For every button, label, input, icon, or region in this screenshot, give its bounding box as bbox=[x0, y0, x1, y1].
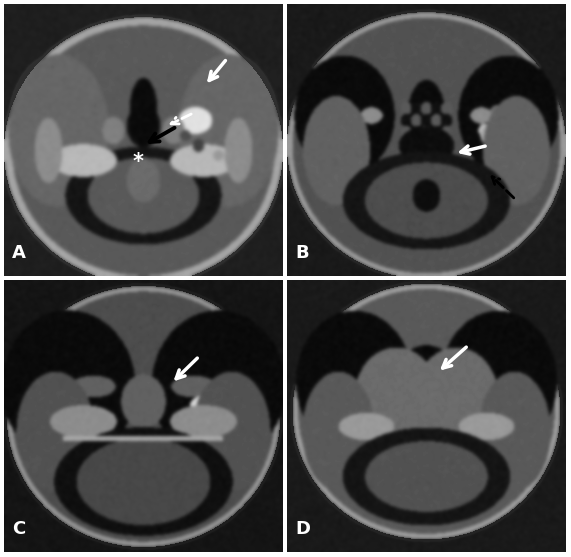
Text: D: D bbox=[295, 520, 311, 539]
Text: A: A bbox=[13, 245, 26, 262]
Text: *: * bbox=[132, 152, 143, 172]
Text: C: C bbox=[13, 520, 26, 539]
Text: B: B bbox=[295, 245, 309, 262]
